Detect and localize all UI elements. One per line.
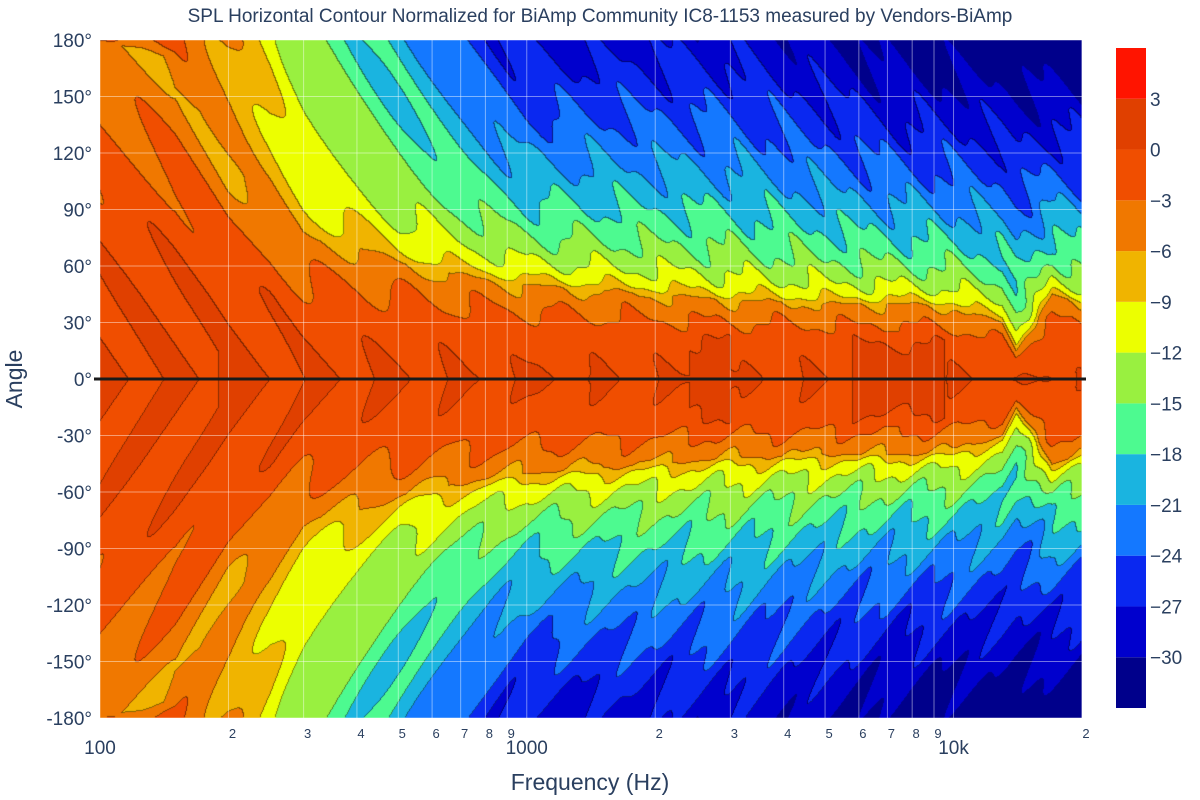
colorbar-segment	[1116, 657, 1146, 708]
colorbar-tick-label: −27	[1150, 597, 1182, 618]
x-minor-tick-label: 8	[913, 726, 920, 741]
y-tick-label: -90°	[57, 540, 92, 561]
y-tick-label: 180°	[53, 31, 92, 52]
x-major-tick-label: 1000	[506, 738, 548, 759]
y-tick-label: 120°	[53, 144, 92, 165]
x-minor-tick-label: 9	[934, 726, 941, 741]
colorbar-tick-label: −24	[1150, 547, 1183, 568]
colorbar-tick-label: −6	[1150, 242, 1172, 263]
y-tick-label: 0°	[74, 370, 92, 391]
x-axis-title: Frequency (Hz)	[511, 769, 669, 795]
x-minor-tick-label: 3	[731, 726, 738, 741]
y-tick-label: -120°	[46, 596, 92, 617]
y-axis-title: Angle	[1, 350, 27, 409]
x-minor-tick-label: 3	[304, 726, 311, 741]
x-minor-tick-label: 7	[888, 726, 895, 741]
colorbar-segment	[1116, 301, 1146, 353]
y-tick-label: 90°	[63, 201, 92, 222]
y-tick-label: -30°	[57, 427, 92, 448]
x-minor-tick-label: 5	[825, 726, 832, 741]
colorbar-segment	[1116, 504, 1146, 556]
x-minor-tick-label: 6	[859, 726, 866, 741]
colorbar-tick-label: −18	[1150, 445, 1182, 466]
colorbar-segment	[1116, 48, 1146, 99]
x-minor-tick-label: 5	[399, 726, 406, 741]
x-minor-tick-label: 9	[508, 726, 515, 741]
x-minor-tick-label: 2	[656, 726, 663, 741]
y-tick-label: -180°	[46, 709, 92, 730]
colorbar-segment	[1116, 403, 1146, 455]
y-tick-label: -150°	[46, 653, 92, 674]
colorbar	[1116, 48, 1146, 708]
colorbar-tick-label: 0	[1150, 141, 1161, 162]
colorbar-segment	[1116, 98, 1146, 150]
colorbar-tick-label: 3	[1150, 90, 1161, 111]
colorbar-tick-label: −3	[1150, 191, 1172, 212]
colorbar-segment	[1116, 352, 1146, 404]
x-minor-tick-label: 4	[784, 726, 791, 741]
y-tick-label: 60°	[63, 257, 92, 278]
y-tick-label: 150°	[53, 88, 92, 109]
colorbar-ticks: 3 0 −3 −6 −9 −12 −15 −18 −21 −24 −27 −30	[1150, 90, 1183, 669]
colorbar-segment	[1116, 251, 1146, 302]
colorbar-tick-label: −12	[1150, 344, 1182, 365]
plot-area	[94, 39, 1086, 719]
chart-title: SPL Horizontal Contour Normalized for Bi…	[188, 6, 1013, 27]
x-minor-tick-label: 2	[1082, 726, 1089, 741]
colorbar-segment	[1116, 555, 1146, 607]
colorbar-tick-label: −9	[1150, 293, 1172, 314]
colorbar-segment	[1116, 200, 1146, 252]
colorbar-segment	[1116, 454, 1146, 505]
y-tick-label: -60°	[57, 483, 92, 504]
colorbar-segment	[1116, 606, 1146, 658]
x-minor-tick-label: 8	[486, 726, 493, 741]
colorbar-tick-label: −15	[1150, 394, 1182, 415]
y-axis-ticks: 180° 150° 120° 90° 60° 30° 0° -30° -60° -90° -120°…	[46, 31, 92, 730]
colorbar-tick-label: −30	[1150, 648, 1182, 669]
x-major-tick-label: 100	[84, 738, 116, 759]
x-minor-tick-label: 6	[432, 726, 439, 741]
x-minor-tick-label: 4	[357, 726, 364, 741]
x-minor-tick-label: 2	[229, 726, 236, 741]
y-tick-label: 30°	[63, 314, 92, 335]
colorbar-segment	[1116, 149, 1146, 201]
x-minor-tick-label: 7	[461, 726, 468, 741]
x-major-tick-label: 10k	[938, 738, 969, 759]
colorbar-tick-label: −21	[1150, 496, 1182, 517]
